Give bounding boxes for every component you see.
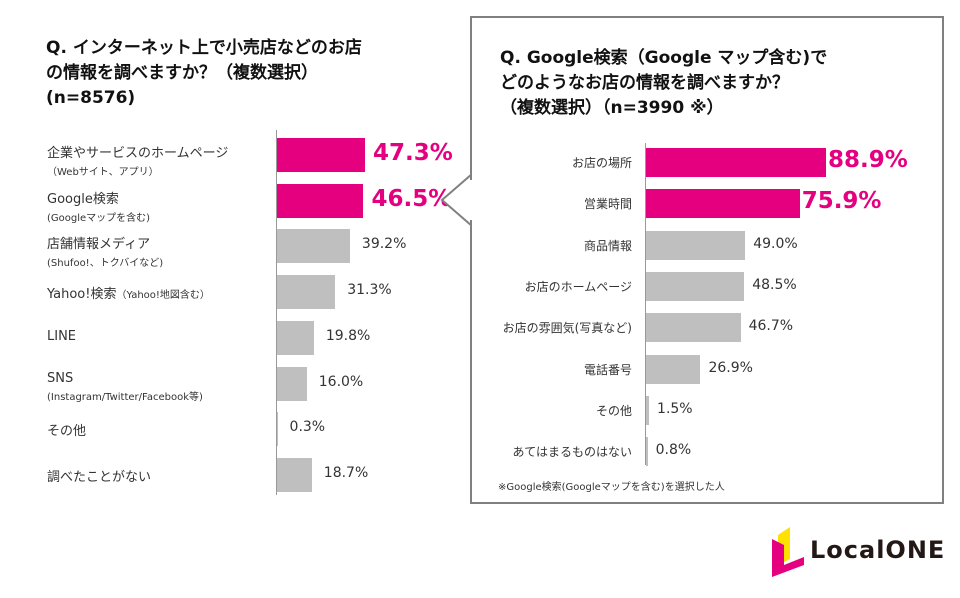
value-label: 16.0%: [318, 373, 364, 390]
left-chart-title: Q. インターネット上で小売店などのお店 の情報を調べますか？（複数選択） (n…: [46, 38, 362, 108]
bar: [277, 183, 364, 218]
category-main: その他: [47, 424, 87, 440]
category-label: 企業やサービスのホームページ （Webサイト、アプリ）: [47, 142, 228, 178]
bar: [646, 395, 650, 425]
callout-gap: [469, 180, 474, 220]
left-axis: [276, 130, 277, 495]
bar: [646, 354, 701, 384]
category-label: 商品情報: [583, 238, 632, 253]
bar: [277, 275, 336, 310]
callout-box: [470, 16, 944, 504]
bar: [277, 457, 312, 492]
value-label: 48.5%: [752, 276, 797, 293]
footnote: ※Google検索(Googleマップを含む)を選択した人: [498, 482, 725, 493]
category-main: 企業やサービスのホームページ: [47, 146, 229, 161]
value-label: 39.2%: [361, 236, 407, 253]
bar: [646, 189, 800, 219]
value-label: 31.3%: [347, 282, 392, 299]
bar: [277, 320, 314, 355]
category-label: 調べたことがない: [47, 466, 151, 485]
category-label: お店のホームページ: [524, 279, 632, 294]
category-label: Google検索 (Googleマップを含む): [47, 188, 150, 224]
bar: [646, 230, 746, 260]
value-label: 46.5%: [371, 185, 452, 212]
bar: [646, 437, 648, 467]
bar: [277, 229, 350, 264]
localone-logo-icon: [772, 527, 804, 577]
category-note: （Webサイト、アプリ）: [47, 167, 159, 178]
category-label: お店の場所: [571, 156, 632, 170]
category-main: SNS: [47, 370, 74, 386]
value-label: 47.3%: [372, 140, 453, 166]
category-label: お店の雰囲気(写真など): [502, 321, 632, 336]
bar: [646, 148, 827, 177]
value-label: 75.9%: [801, 188, 882, 215]
category-label: その他: [47, 420, 86, 439]
right-axis: [645, 143, 646, 465]
bar: [277, 138, 365, 172]
category-main: LINE: [47, 328, 77, 344]
value-label: 46.7%: [748, 318, 794, 335]
category-main: Yahoo!検索: [47, 287, 117, 303]
category-label: SNS (Instagram/Twitter/Facebook等): [47, 371, 203, 403]
value-label: 19.8%: [325, 327, 371, 344]
bar: [277, 412, 278, 447]
logo-text: LocalONE: [810, 536, 946, 564]
category-label: Yahoo!検索（Yahoo!地図含む）: [47, 283, 210, 302]
category-label: 電話番号: [583, 362, 632, 377]
value-label: 18.7%: [323, 464, 369, 481]
value-label: 1.5%: [657, 400, 693, 417]
value-label: 49.0%: [753, 235, 798, 252]
category-main: Google検索: [47, 191, 119, 207]
value-label: 0.3%: [289, 419, 326, 436]
category-note: (Instagram/Twitter/Facebook等): [47, 391, 203, 403]
category-label: 店舗情報メディア (Shufoo!、トクバイなど): [47, 233, 163, 269]
bar: [646, 313, 741, 343]
category-main: 店舗情報メディア: [47, 237, 151, 253]
callout-pointer: [440, 173, 473, 227]
category-label: あてはまるものはない: [512, 445, 632, 460]
category-note: （Yahoo!地図含む）: [116, 290, 210, 302]
category-label: その他: [595, 403, 632, 418]
bar: [277, 366, 307, 401]
bar: [646, 271, 745, 301]
category-label: LINE: [47, 329, 76, 344]
right-chart-title: Q. Google検索（Google マップ含む)で どのようなお店の情報を調べ…: [500, 48, 828, 118]
category-note: (Shufoo!、トクバイなど): [47, 258, 164, 270]
category-note: (Googleマップを含む): [47, 212, 151, 224]
value-label: 88.9%: [828, 147, 908, 173]
value-label: 26.9%: [708, 359, 753, 376]
category-main: 調べたことがない: [47, 469, 152, 485]
category-label: 営業時間: [583, 197, 632, 212]
value-label: 0.8%: [655, 442, 692, 459]
